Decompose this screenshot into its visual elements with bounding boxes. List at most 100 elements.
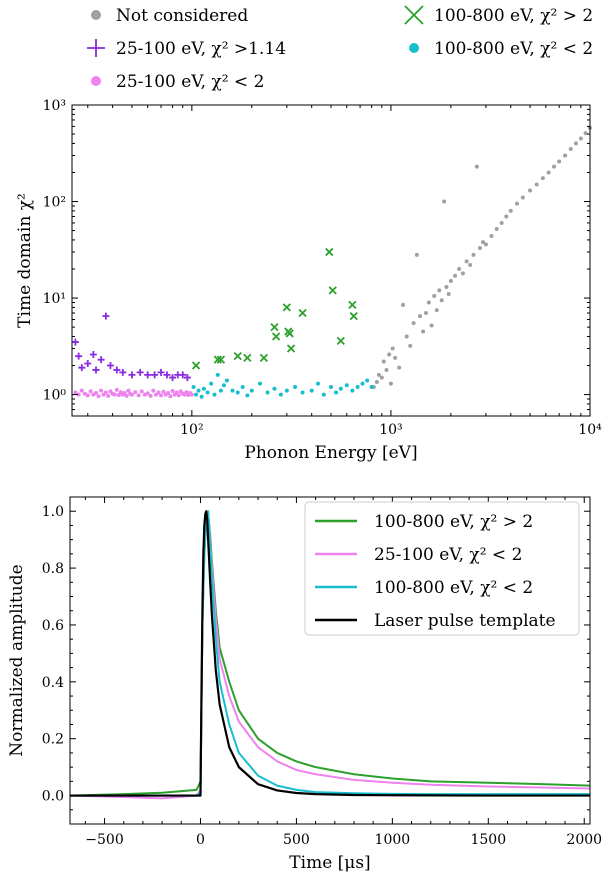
data-point-0-42 — [504, 214, 509, 219]
data-point-4-13 — [235, 390, 240, 395]
data-point-0-19 — [426, 300, 431, 305]
data-point-0-33 — [468, 263, 473, 268]
data-point-0-29 — [453, 273, 458, 278]
data-point-4-26 — [321, 392, 326, 397]
data-point-2-9 — [99, 388, 104, 393]
data-point-0-25 — [442, 199, 447, 204]
bottom-y-tick-label-0: 0.0 — [42, 789, 64, 805]
data-point-2-21 — [124, 393, 129, 398]
data-point-2-46 — [184, 390, 189, 395]
legend-entry-2: 25-100 eV, χ² < 2 — [91, 72, 264, 92]
data-point-4-29 — [338, 386, 343, 391]
data-point-2-17 — [116, 393, 121, 398]
data-point-2-34 — [159, 393, 164, 398]
data-point-2-3 — [82, 391, 87, 396]
data-point-4-12 — [230, 388, 235, 393]
bottom-legend: 100-800 eV, χ² > 2 25-100 eV, χ² < 2 100-8… — [304, 501, 580, 636]
data-point-4-21 — [284, 388, 289, 393]
data-point-1-11 — [128, 371, 136, 379]
data-point-4-32 — [355, 384, 360, 389]
top-y-tick-label-0: 10⁰ — [43, 388, 67, 404]
top-y-tick-label-3: 10³ — [43, 98, 66, 114]
data-point-0-54 — [573, 141, 578, 146]
data-point-3-15 — [336, 336, 345, 346]
bottom-x-axis-label: Time [μs] — [289, 853, 370, 873]
data-point-4-28 — [334, 390, 339, 395]
bottom-line-plot: −500 0 500 1000 1500 2000 0.0 0.2 0.4 0.6 0.8 1.0 Ti… — [7, 496, 602, 873]
data-point-1-0 — [71, 338, 79, 346]
data-point-0-8 — [390, 346, 395, 351]
data-point-2-30 — [148, 393, 153, 398]
data-point-3-13 — [325, 247, 334, 257]
data-point-0-47 — [534, 182, 539, 187]
legend-label-3: 100-800 eV, χ² > 2 — [434, 6, 593, 26]
data-point-0-21 — [432, 294, 437, 299]
data-point-2-1 — [76, 392, 81, 397]
data-point-4-18 — [265, 390, 270, 395]
top-legend: Not considered 25-100 eV, χ² >1.14 25-100 … — [87, 5, 593, 92]
legend-marker-0 — [91, 10, 101, 20]
legend-entry-0: Not considered — [91, 6, 248, 26]
bottom-legend-label-2: 100-800 eV, χ² < 2 — [374, 578, 533, 598]
bottom-legend-label-1: 25-100 eV, χ² < 2 — [374, 545, 522, 565]
series-0 — [371, 125, 592, 389]
data-point-1-12 — [136, 368, 144, 376]
data-point-3-14 — [328, 286, 337, 295]
data-point-0-7 — [388, 381, 393, 386]
data-point-0-12 — [404, 334, 409, 339]
data-point-0-50 — [552, 164, 557, 169]
series-3 — [191, 247, 358, 370]
data-point-4-17 — [258, 381, 263, 386]
legend-marker-4 — [409, 43, 419, 53]
series-1 — [71, 312, 191, 382]
data-point-0-55 — [578, 136, 583, 141]
data-point-4-0 — [191, 384, 196, 389]
series-2 — [73, 387, 194, 399]
data-point-3-17 — [349, 311, 358, 321]
data-point-1-16 — [163, 371, 171, 379]
data-point-2-4 — [85, 393, 90, 398]
data-point-0-5 — [384, 367, 389, 372]
data-point-2-38 — [168, 394, 173, 399]
bottom-x-tick-label-5: 2000 — [566, 832, 602, 848]
data-point-1-1 — [75, 352, 83, 360]
data-point-0-52 — [563, 153, 568, 158]
data-point-0-1 — [374, 380, 379, 385]
data-point-4-35 — [369, 384, 374, 389]
bottom-y-tick-label-4: 0.8 — [42, 561, 64, 577]
data-point-0-14 — [411, 321, 416, 326]
data-point-0-41 — [499, 220, 504, 225]
data-point-0-17 — [421, 329, 426, 334]
data-point-2-27 — [139, 389, 144, 394]
data-point-0-49 — [546, 170, 551, 175]
top-x-tick-label-2: 10⁴ — [578, 422, 602, 438]
data-point-3-16 — [348, 300, 357, 310]
data-point-1-6 — [97, 356, 105, 364]
data-point-4-2 — [196, 388, 201, 393]
data-point-0-46 — [528, 188, 533, 193]
legend-label-0: Not considered — [116, 6, 248, 26]
series-line-3 — [70, 510, 590, 797]
data-point-2-5 — [88, 389, 93, 394]
data-point-0-43 — [508, 208, 513, 213]
data-point-0-40 — [494, 226, 499, 231]
data-point-0-38 — [483, 242, 488, 247]
data-point-4-10 — [221, 383, 226, 388]
bottom-x-tick-label-0: −500 — [85, 832, 123, 848]
legend-label-2: 25-100 eV, χ² < 2 — [116, 72, 264, 92]
data-point-2-25 — [133, 390, 138, 395]
data-point-2-2 — [79, 388, 84, 393]
data-point-0-16 — [418, 314, 423, 319]
data-point-4-20 — [278, 392, 283, 397]
data-point-2-26 — [136, 393, 141, 398]
data-point-1-9 — [113, 366, 121, 374]
data-point-4-23 — [300, 390, 305, 395]
top-scatter-plot: 10² 10³ 10⁴ 10⁰ 10¹ 10² 10³ Phonon Energy [eV] T… — [15, 98, 602, 463]
bottom-y-tick-label-5: 1.0 — [42, 504, 64, 520]
top-x-axis-label: Phonon Energy [eV] — [244, 443, 417, 463]
legend-entry-1: 25-100 eV, χ² >1.14 — [87, 39, 286, 59]
data-point-3-10 — [285, 329, 294, 338]
data-point-1-17 — [169, 374, 177, 382]
data-point-0-37 — [480, 240, 485, 245]
